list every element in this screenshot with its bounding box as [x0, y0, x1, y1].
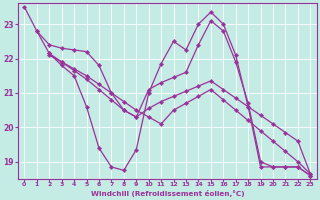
X-axis label: Windchill (Refroidissement éolien,°C): Windchill (Refroidissement éolien,°C) [91, 190, 244, 197]
